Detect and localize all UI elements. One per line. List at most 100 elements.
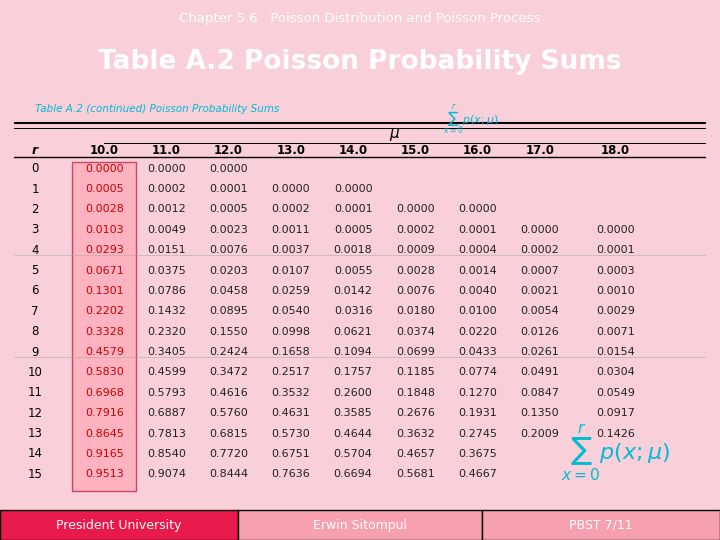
Text: 0.0000: 0.0000: [147, 164, 186, 174]
Text: 14: 14: [27, 448, 42, 461]
Text: 0.2320: 0.2320: [147, 327, 186, 337]
Text: 0.0021: 0.0021: [521, 286, 559, 296]
Text: 0.0259: 0.0259: [271, 286, 310, 296]
Text: 14.0: 14.0: [338, 144, 368, 157]
Text: 0.0293: 0.0293: [85, 245, 124, 255]
Text: 0.0054: 0.0054: [521, 306, 559, 316]
Text: 0.0076: 0.0076: [210, 245, 248, 255]
Text: 0.1550: 0.1550: [210, 327, 248, 337]
Text: 0.0549: 0.0549: [596, 388, 635, 398]
Text: 0.1432: 0.1432: [147, 306, 186, 316]
Text: 0.0316: 0.0316: [334, 306, 372, 316]
Text: 15.0: 15.0: [401, 144, 430, 157]
Text: 0.0374: 0.0374: [396, 327, 435, 337]
Text: 4: 4: [32, 244, 39, 256]
Text: 0.1301: 0.1301: [85, 286, 124, 296]
Text: 0.0126: 0.0126: [521, 327, 559, 337]
Text: 0.1848: 0.1848: [396, 388, 435, 398]
Text: 0.3532: 0.3532: [271, 388, 310, 398]
Text: 0.4631: 0.4631: [271, 408, 310, 418]
Text: r: r: [32, 144, 38, 157]
Text: 0.1931: 0.1931: [458, 408, 497, 418]
Text: 10.0: 10.0: [90, 144, 119, 157]
Text: 0.0000: 0.0000: [396, 205, 435, 214]
Text: 13: 13: [27, 427, 42, 440]
Text: 0.0433: 0.0433: [458, 347, 497, 357]
Text: 0.0220: 0.0220: [458, 327, 497, 337]
Text: 0.4599: 0.4599: [147, 367, 186, 377]
Text: 0.0037: 0.0037: [271, 245, 310, 255]
Text: 0.0540: 0.0540: [271, 306, 310, 316]
Text: 0.3405: 0.3405: [147, 347, 186, 357]
Text: PBST 7/11: PBST 7/11: [570, 518, 633, 532]
Text: 0.3472: 0.3472: [210, 367, 248, 377]
Text: 0.1658: 0.1658: [271, 347, 310, 357]
Text: 0.3675: 0.3675: [458, 449, 497, 459]
Text: 0.0699: 0.0699: [396, 347, 435, 357]
Text: $\mu$: $\mu$: [389, 127, 400, 144]
FancyBboxPatch shape: [0, 510, 238, 540]
Text: 0.4657: 0.4657: [396, 449, 435, 459]
Text: 0.8645: 0.8645: [85, 429, 124, 438]
Text: 0.0005: 0.0005: [334, 225, 372, 235]
Text: 5: 5: [32, 264, 39, 277]
Text: 11.0: 11.0: [152, 144, 181, 157]
Text: 0.0000: 0.0000: [271, 184, 310, 194]
Text: 12: 12: [27, 407, 42, 420]
Text: 0.0261: 0.0261: [521, 347, 559, 357]
Text: 9: 9: [32, 346, 39, 359]
Text: 0.6887: 0.6887: [147, 408, 186, 418]
Text: 0.0001: 0.0001: [210, 184, 248, 194]
Text: 0.0002: 0.0002: [271, 205, 310, 214]
Text: 0.3632: 0.3632: [396, 429, 435, 438]
Text: 0.0895: 0.0895: [210, 306, 248, 316]
Text: 0.0001: 0.0001: [334, 205, 372, 214]
Text: 0.9513: 0.9513: [85, 469, 124, 480]
Text: 0.5760: 0.5760: [210, 408, 248, 418]
Text: 0.0007: 0.0007: [521, 266, 559, 275]
Text: 0.0002: 0.0002: [521, 245, 559, 255]
FancyBboxPatch shape: [73, 163, 136, 490]
Text: 3: 3: [32, 224, 39, 237]
Text: 0.0000: 0.0000: [85, 164, 124, 174]
Text: 0.2517: 0.2517: [271, 367, 310, 377]
Text: 0.0071: 0.0071: [596, 327, 635, 337]
Text: 0.0100: 0.0100: [458, 306, 497, 316]
Text: 0.0774: 0.0774: [458, 367, 497, 377]
Text: 0.0000: 0.0000: [458, 205, 497, 214]
Text: 0.2202: 0.2202: [85, 306, 124, 316]
Text: 0.5730: 0.5730: [271, 429, 310, 438]
Text: 0.0671: 0.0671: [85, 266, 124, 275]
Text: 0.4616: 0.4616: [210, 388, 248, 398]
Text: 0.0151: 0.0151: [147, 245, 186, 255]
Text: 0.6815: 0.6815: [210, 429, 248, 438]
Text: 0.0029: 0.0029: [596, 306, 635, 316]
Text: 8: 8: [32, 325, 39, 338]
Text: 0.0002: 0.0002: [147, 184, 186, 194]
Text: 0.2009: 0.2009: [521, 429, 559, 438]
Text: 0.0998: 0.0998: [271, 327, 310, 337]
Text: 0.0040: 0.0040: [458, 286, 497, 296]
Text: 7: 7: [32, 305, 39, 318]
Text: 15: 15: [27, 468, 42, 481]
Text: 0.7916: 0.7916: [85, 408, 124, 418]
Text: 0.0055: 0.0055: [334, 266, 372, 275]
Text: 0.0012: 0.0012: [147, 205, 186, 214]
Text: 0.6968: 0.6968: [85, 388, 124, 398]
Text: 0.0049: 0.0049: [147, 225, 186, 235]
Text: 0.0180: 0.0180: [396, 306, 435, 316]
Text: 0.0847: 0.0847: [521, 388, 559, 398]
Text: 0.0154: 0.0154: [596, 347, 635, 357]
Text: 0.1350: 0.1350: [521, 408, 559, 418]
Text: 0.0000: 0.0000: [334, 184, 372, 194]
Text: Table A.2 Poisson Probability Sums: Table A.2 Poisson Probability Sums: [98, 49, 622, 75]
Text: 11: 11: [27, 386, 42, 400]
Text: 0.5830: 0.5830: [85, 367, 124, 377]
Text: 0.0917: 0.0917: [596, 408, 635, 418]
Text: 0.1094: 0.1094: [333, 347, 372, 357]
Text: 1: 1: [32, 183, 39, 195]
Text: 0.0142: 0.0142: [333, 286, 372, 296]
Text: 0.3328: 0.3328: [85, 327, 124, 337]
Text: Table A.2 (continued) Poisson Probability Sums: Table A.2 (continued) Poisson Probabilit…: [35, 104, 286, 114]
Text: 0.6751: 0.6751: [271, 449, 310, 459]
